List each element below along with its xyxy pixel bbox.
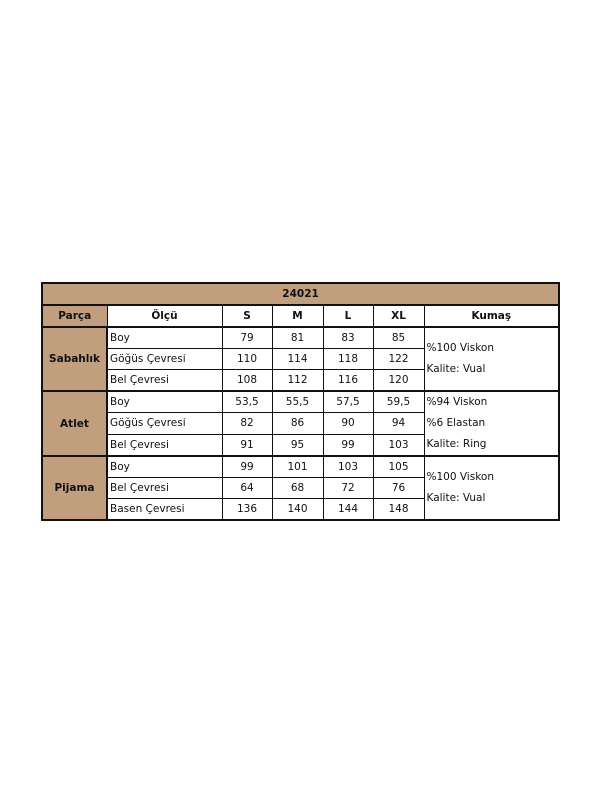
size-value: 91 <box>221 433 273 457</box>
measure-name: Bel Çevresi <box>106 369 223 392</box>
size-value: 76 <box>372 477 425 499</box>
measure-name: Boy <box>106 326 223 349</box>
header-xl: XL <box>372 304 425 328</box>
size-value: 120 <box>372 369 425 392</box>
size-value: 122 <box>372 348 425 370</box>
table-row: Bel Çevresi 64 68 72 76 <box>42 477 559 499</box>
fabric-line: Kalite: Vual <box>426 492 486 504</box>
table-row: Pijama Boy 99 101 103 105 %100 Viskon Kalite: V… <box>41 455 560 521</box>
size-value: 83 <box>322 326 374 349</box>
size-value: 90 <box>322 412 374 435</box>
size-value: 140 <box>271 498 324 521</box>
size-value: 95 <box>271 433 324 457</box>
size-value: 94 <box>372 412 425 435</box>
size-value: 144 <box>322 498 374 521</box>
size-value: 99 <box>221 455 273 478</box>
measure-name: Boy <box>106 390 223 414</box>
table-row: Göğüs Çevresi 82 86 90 94 <box>42 412 559 435</box>
part-name: Sabahlık <box>41 326 108 392</box>
size-value: 55,5 <box>271 390 324 414</box>
table-title: 24021 <box>40 282 561 306</box>
table-row: Basen Çevresi 136 140 144 148 <box>42 498 559 521</box>
size-value: 82 <box>221 412 273 435</box>
size-value: 85 <box>372 326 425 349</box>
table-row: Göğüs Çevresi 110 114 118 122 <box>42 348 559 370</box>
size-value: 103 <box>322 455 374 478</box>
measure-name: Boy <box>106 455 223 478</box>
header-row: Parça Ölçü S M L XL Kumaş <box>41 304 560 328</box>
header-m: M <box>271 304 324 328</box>
size-value: 57,5 <box>322 390 374 414</box>
size-value: 99 <box>322 433 374 457</box>
fabric-cell: %100 Viskon Kalite: Vual <box>423 455 560 521</box>
header-part: Parça <box>41 304 108 328</box>
measure-name: Bel Çevresi <box>106 477 223 499</box>
header-measure: Ölçü <box>106 304 223 328</box>
size-value: 86 <box>271 412 324 435</box>
table-row: Sabahlık Boy 79 81 83 85 %100 Viskon Kalite: Vu… <box>41 326 560 392</box>
fabric-cell: %94 Viskon %6 Elastan Kalite: Ring <box>423 390 560 457</box>
size-value: 79 <box>221 326 273 349</box>
fabric-cell: %100 Viskon Kalite: Vual <box>423 326 560 392</box>
part-name: Atlet <box>41 390 108 457</box>
size-value: 101 <box>271 455 324 478</box>
size-value: 105 <box>372 455 425 478</box>
size-value: 148 <box>372 498 425 521</box>
size-value: 118 <box>322 348 374 370</box>
size-value: 110 <box>221 348 273 370</box>
header-fabric: Kumaş <box>423 304 560 328</box>
size-value: 64 <box>221 477 273 499</box>
fabric-line: %100 Viskon <box>426 342 494 354</box>
size-value: 108 <box>221 369 273 392</box>
fabric-line: Kalite: Ring <box>426 438 487 450</box>
measure-name: Basen Çevresi <box>106 498 223 521</box>
fabric-line: %94 Viskon <box>426 396 488 408</box>
part-name: Pijama <box>41 455 108 521</box>
size-value: 112 <box>271 369 324 392</box>
measure-name: Göğüs Çevresi <box>106 348 223 370</box>
header-l: L <box>322 304 374 328</box>
measure-name: Bel Çevresi <box>106 433 223 457</box>
size-value: 114 <box>271 348 324 370</box>
size-value: 72 <box>322 477 374 499</box>
size-value: 116 <box>322 369 374 392</box>
size-value: 136 <box>221 498 273 521</box>
fabric-line: %100 Viskon <box>426 471 494 483</box>
size-value: 59,5 <box>372 390 425 414</box>
size-value: 53,5 <box>221 390 273 414</box>
header-s: S <box>221 304 273 328</box>
table-row: Bel Çevresi 91 95 99 103 <box>42 433 559 457</box>
fabric-line: Kalite: Vual <box>426 363 486 375</box>
fabric-line: %6 Elastan <box>426 417 486 429</box>
size-value: 68 <box>271 477 324 499</box>
size-value: 103 <box>372 433 425 457</box>
size-chart-table: 24021 Parça Ölçü S M L XL Kumaş Sabahlık… <box>40 282 561 521</box>
measure-name: Göğüs Çevresi <box>106 412 223 435</box>
table-row: Atlet Boy 53,5 55,5 57,5 59,5 %94 Viskon %6 Ela… <box>41 390 560 457</box>
size-value: 81 <box>271 326 324 349</box>
